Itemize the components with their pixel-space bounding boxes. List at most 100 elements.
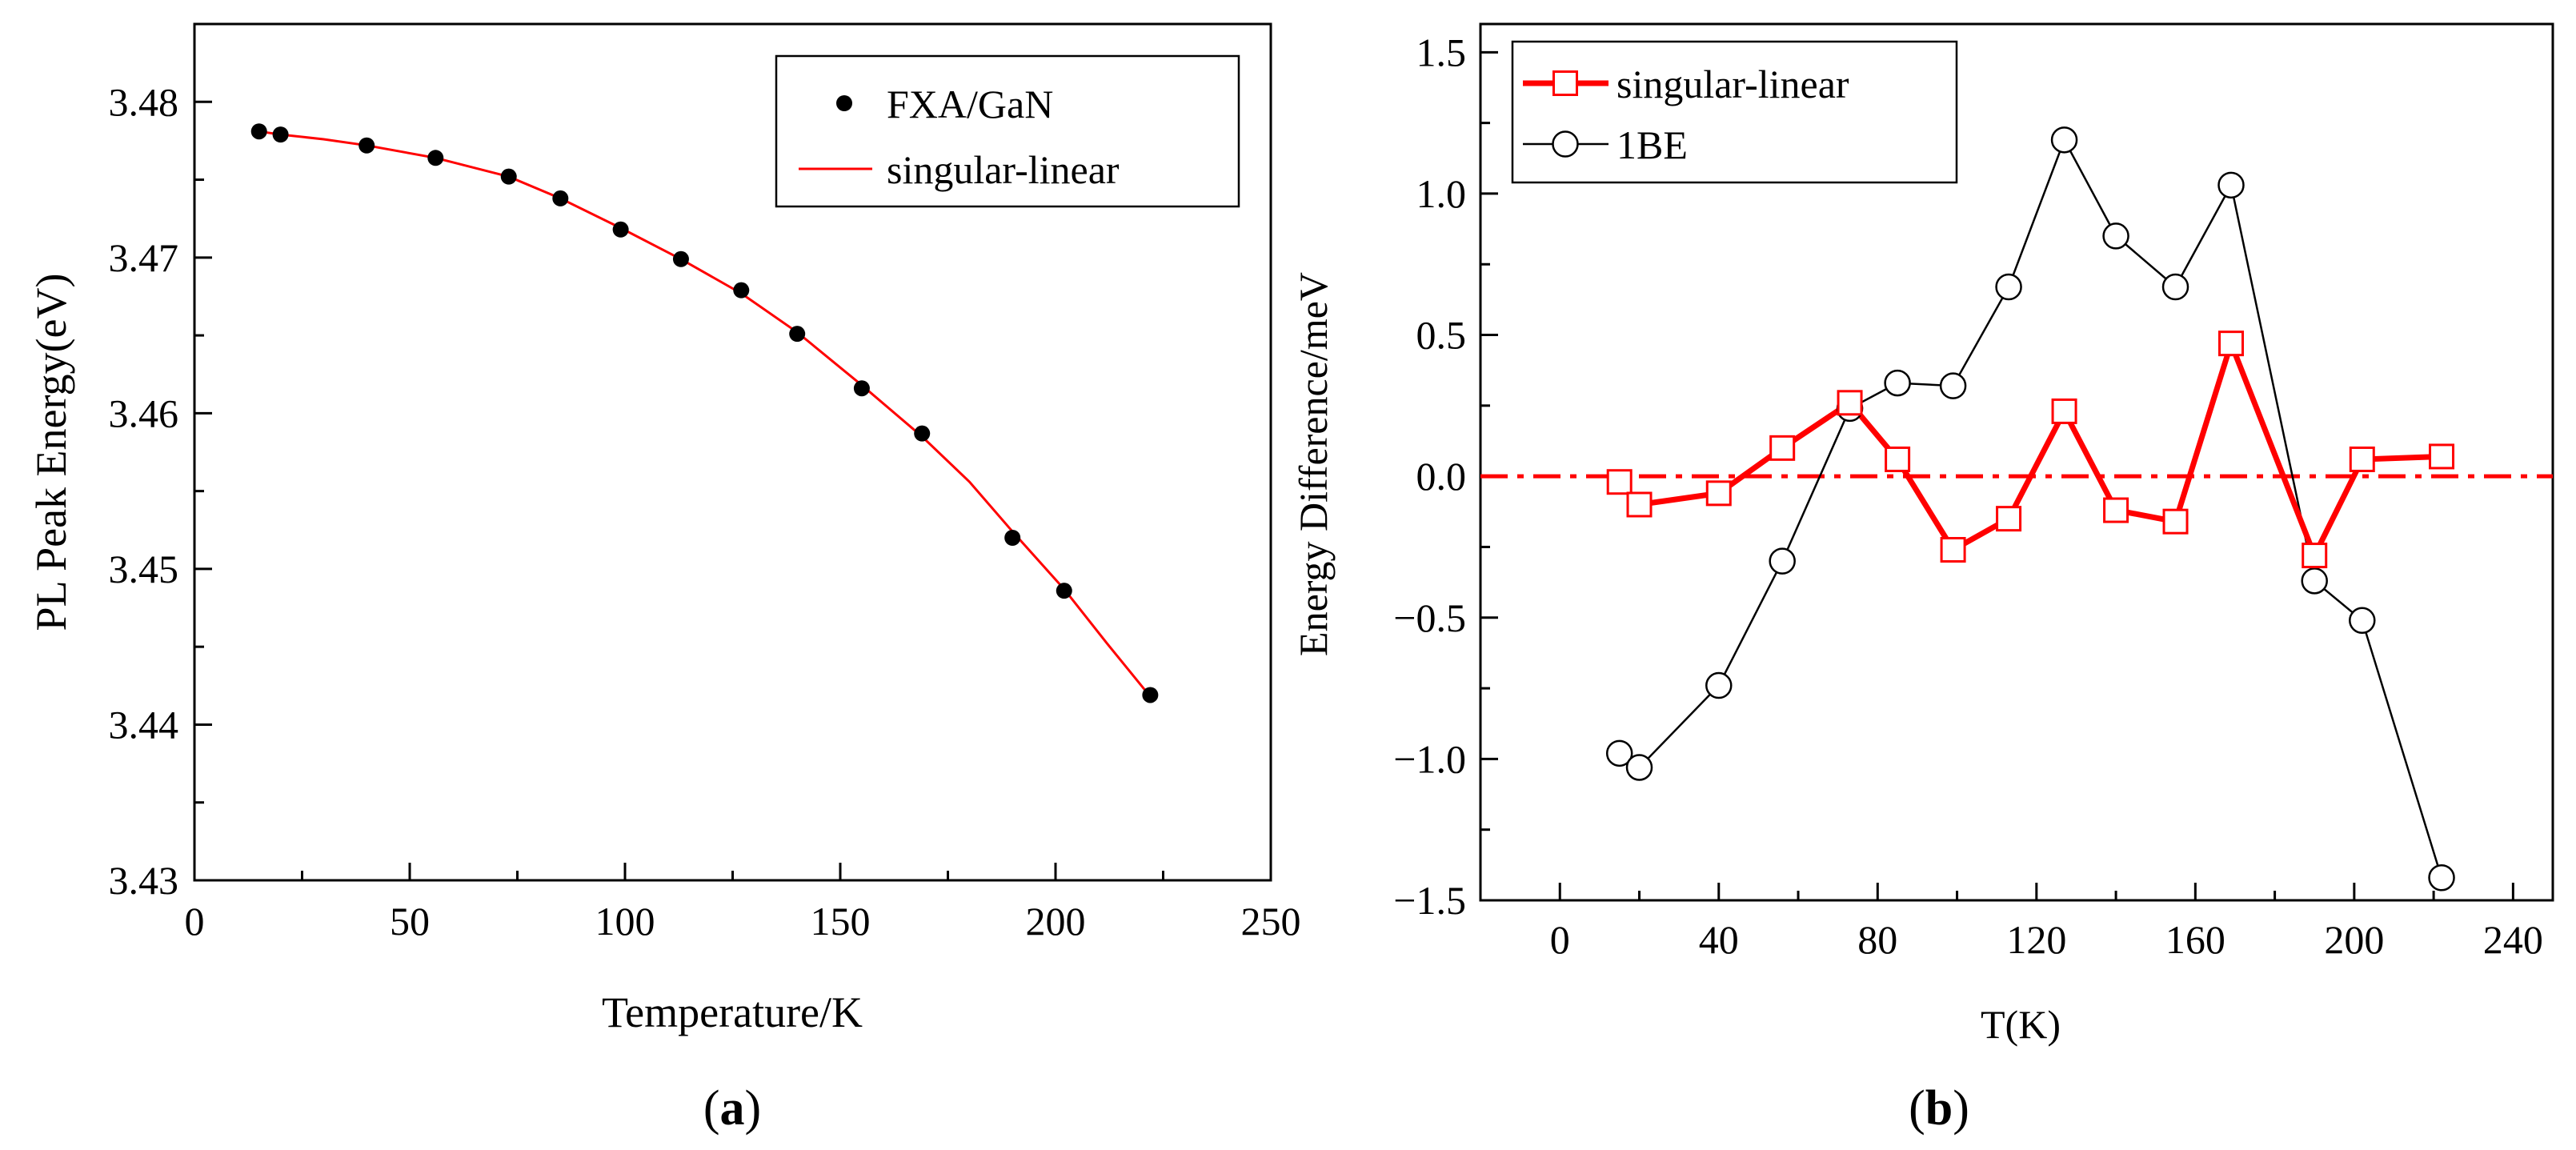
data-point-1be	[1939, 372, 1967, 399]
data-point-fxa-gan	[853, 380, 870, 397]
data-point-fxa-gan	[1056, 583, 1072, 599]
panel-a-x-tick-label: 100	[595, 899, 655, 944]
data-point-singular-linear	[2349, 446, 2375, 472]
panel-b-y-tick-label: −1.0	[1393, 736, 1466, 781]
panel-a-x-tick-label: 200	[1026, 899, 1086, 944]
data-point-singular-linear	[1837, 390, 1863, 416]
panel-a-x-tick-label: 50	[390, 899, 430, 944]
data-point-singular-linear	[2162, 508, 2189, 535]
data-point-fxa-gan	[1004, 530, 1021, 546]
panel-b-marks	[1480, 126, 2553, 892]
panel-b-legend: singular-linear 1BE	[1511, 40, 1958, 184]
data-point-singular-linear	[1940, 537, 1966, 563]
panel-b-y-tick-label: 0.5	[1416, 313, 1467, 358]
panel-a-label: (a)	[703, 1081, 761, 1136]
panel-b-y-tick-label: −1.5	[1393, 878, 1466, 923]
data-point-fxa-gan	[250, 123, 267, 140]
series-line-singular-linear	[1617, 335, 2442, 563]
panel-a-ticks: 0 50 100 150 200 250 3.43 3.44 3.45 3.46 3.47 3.48	[109, 22, 1301, 944]
data-point-fxa-gan	[500, 168, 517, 185]
panel-b-x-axis-title: T(K)	[1981, 1002, 2061, 1047]
panel-b: 0 40 80 120 160 200 240 −1.5 −1.0 −0.5 0.0 0.5 1.0 1.…	[1291, 22, 2554, 1136]
data-point-singular-linear	[2429, 443, 2455, 470]
data-point-1be	[2301, 567, 2328, 595]
data-point-singular-linear	[1626, 491, 1653, 518]
panel-a-legend-box	[775, 54, 1240, 208]
data-point-1be	[2050, 126, 2078, 154]
panel-a-y-tick-label: 3.47	[109, 235, 179, 280]
data-point-fxa-gan	[1142, 687, 1159, 703]
data-point-1be	[2428, 864, 2455, 892]
panel-a-x-axis-title: Temperature/K	[602, 988, 863, 1036]
panel-a-marks	[250, 123, 1159, 703]
panel-a-y-tick-label: 3.43	[109, 858, 179, 903]
legend-label-singular-linear-b: singular-linear	[1617, 62, 1849, 106]
legend-marker-fxa-gan	[836, 95, 852, 111]
legend-marker-1be	[1552, 130, 1579, 158]
data-point-fxa-gan	[789, 326, 806, 343]
panel-a-legend: FXA/GaN singular-linear	[775, 54, 1240, 208]
data-point-1be	[2217, 171, 2245, 199]
data-point-fxa-gan	[733, 282, 750, 299]
data-point-singular-linear	[2218, 331, 2244, 357]
panel-b-y-tick-label: 0.0	[1416, 454, 1467, 499]
panel-b-letter: b	[1925, 1081, 1953, 1136]
data-point-singular-linear	[1606, 469, 1633, 495]
panel-a-y-tick-label: 3.46	[109, 391, 179, 435]
panel-b-y-axis-title: Energy Difference/meV	[1291, 272, 1336, 656]
panel-b-x-tick-label: 80	[1857, 917, 1897, 962]
series-line-1be	[1618, 137, 2443, 879]
legend-label-fxa-gan: FXA/GaN	[887, 82, 1053, 126]
data-point-singular-linear	[2302, 543, 2328, 569]
panel-b-x-tick-label: 160	[2165, 917, 2225, 962]
data-point-1be	[1625, 754, 1653, 781]
data-point-fxa-gan	[359, 137, 375, 154]
data-point-singular-linear	[1996, 506, 2022, 532]
panel-a-y-tick-label: 3.44	[109, 702, 179, 747]
panel-b-y-tick-label: 1.5	[1416, 30, 1467, 74]
panel-b-x-tick-label: 200	[2324, 917, 2384, 962]
data-point-1be	[1605, 739, 1633, 767]
panel-a-y-axis-title: PL Peak Energy(eV)	[27, 274, 75, 631]
panel-b-x-tick-label: 120	[2006, 917, 2066, 962]
data-point-fxa-gan	[552, 190, 569, 206]
data-point-fxa-gan	[914, 425, 931, 442]
panel-a-x-tick-label: 0	[185, 899, 205, 944]
panel-a-y-tick-label: 3.48	[109, 79, 179, 124]
data-point-1be	[1705, 671, 1733, 699]
panel-b-x-tick-label: 0	[1550, 917, 1570, 962]
data-point-1be	[1995, 273, 2022, 301]
legend-label-1be: 1BE	[1617, 122, 1688, 167]
data-point-fxa-gan	[672, 250, 689, 267]
data-point-1be	[1769, 547, 1796, 575]
data-point-fxa-gan	[272, 126, 289, 143]
legend-marker-singular-linear-b	[1552, 70, 1578, 96]
panel-b-x-tick-label: 240	[2483, 917, 2543, 962]
data-point-singular-linear	[2051, 398, 2077, 424]
panel-a-letter: a	[720, 1081, 745, 1136]
data-point-singular-linear	[2103, 497, 2129, 523]
data-point-1be	[2349, 607, 2376, 635]
panel-a-y-tick-label: 3.45	[109, 547, 179, 591]
legend-label-singular-linear: singular-linear	[887, 147, 1120, 192]
panel-b-label: (b)	[1909, 1081, 1969, 1136]
panel-a: 0 50 100 150 200 2503.433.443.453.463.473.48 …	[27, 22, 1301, 1136]
panel-b-y-tick-label: −0.5	[1393, 595, 1466, 640]
panel-b-y-tick-label: 1.0	[1416, 171, 1467, 216]
data-point-1be	[1884, 369, 1911, 397]
data-point-singular-linear	[1705, 480, 1732, 507]
data-point-singular-linear	[1769, 435, 1796, 461]
panel-b-plot-frame	[1479, 22, 2554, 902]
series-line-singular-linear	[258, 130, 1152, 698]
data-point-fxa-gan	[427, 150, 444, 166]
panel-a-x-tick-label: 150	[811, 899, 871, 944]
panel-b-x-tick-label: 40	[1699, 917, 1739, 962]
data-point-1be	[2102, 222, 2129, 250]
data-point-fxa-gan	[612, 221, 629, 238]
panel-a-x-tick-label: 250	[1241, 899, 1301, 944]
panel-b-legend-box	[1511, 40, 1958, 184]
data-point-singular-linear	[1885, 446, 1911, 472]
panel-b-ticks: 0 40 80 120 160 200 240 −1.5 −1.0 −0.5 0.0 0.5 1.0 1.…	[1393, 30, 2543, 962]
data-point-1be	[2161, 273, 2189, 301]
